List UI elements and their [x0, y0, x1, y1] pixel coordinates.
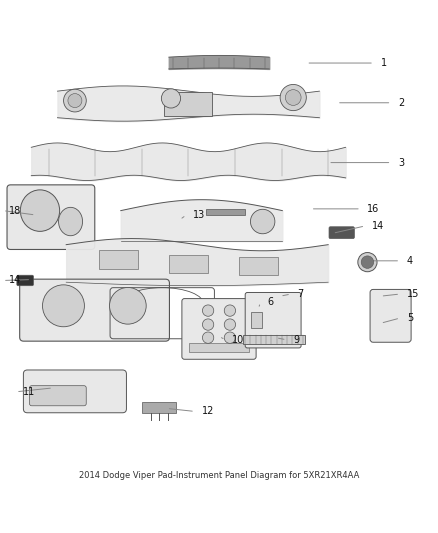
Bar — [206, 209, 245, 215]
Circle shape — [224, 319, 236, 330]
Bar — [189, 343, 249, 352]
FancyBboxPatch shape — [329, 227, 354, 239]
Text: 3: 3 — [398, 158, 404, 167]
FancyBboxPatch shape — [23, 370, 127, 413]
Circle shape — [361, 256, 374, 269]
Text: 7: 7 — [297, 289, 304, 299]
Text: 2014 Dodge Viper Pad-Instrument Panel Diagram for 5XR21XR4AA: 2014 Dodge Viper Pad-Instrument Panel Di… — [79, 471, 359, 480]
Circle shape — [251, 209, 275, 234]
Text: 13: 13 — [193, 210, 205, 220]
Text: 2: 2 — [398, 98, 404, 108]
Bar — [142, 402, 176, 413]
Text: 14: 14 — [10, 276, 21, 286]
Circle shape — [286, 90, 301, 106]
Circle shape — [202, 305, 214, 316]
Bar — [99, 251, 138, 269]
Circle shape — [68, 94, 82, 108]
Text: 16: 16 — [367, 204, 380, 214]
Circle shape — [64, 89, 86, 112]
Text: 11: 11 — [22, 387, 35, 397]
Text: 9: 9 — [293, 335, 299, 345]
Circle shape — [161, 89, 180, 108]
FancyBboxPatch shape — [370, 289, 411, 342]
Ellipse shape — [59, 207, 82, 236]
Circle shape — [42, 285, 85, 327]
Text: 15: 15 — [407, 289, 419, 299]
Bar — [169, 255, 208, 273]
FancyBboxPatch shape — [29, 386, 86, 406]
Bar — [251, 312, 262, 328]
FancyBboxPatch shape — [182, 298, 256, 359]
FancyBboxPatch shape — [245, 293, 301, 348]
Text: 12: 12 — [201, 407, 214, 416]
Text: 14: 14 — [372, 221, 384, 231]
Circle shape — [224, 332, 236, 343]
Bar — [244, 335, 304, 344]
Text: 6: 6 — [267, 297, 273, 308]
Circle shape — [110, 287, 146, 324]
Text: 1: 1 — [381, 58, 387, 68]
Bar — [164, 92, 212, 116]
Circle shape — [280, 84, 306, 111]
Text: 4: 4 — [407, 256, 413, 266]
Text: 10: 10 — [232, 335, 244, 345]
Ellipse shape — [20, 190, 60, 231]
Bar — [239, 257, 278, 275]
Text: 18: 18 — [10, 206, 21, 216]
Circle shape — [224, 305, 236, 316]
Circle shape — [358, 253, 377, 272]
FancyBboxPatch shape — [17, 275, 33, 286]
Circle shape — [202, 319, 214, 330]
Text: 5: 5 — [407, 313, 413, 323]
Circle shape — [202, 332, 214, 343]
FancyBboxPatch shape — [20, 279, 170, 341]
FancyBboxPatch shape — [7, 185, 95, 249]
